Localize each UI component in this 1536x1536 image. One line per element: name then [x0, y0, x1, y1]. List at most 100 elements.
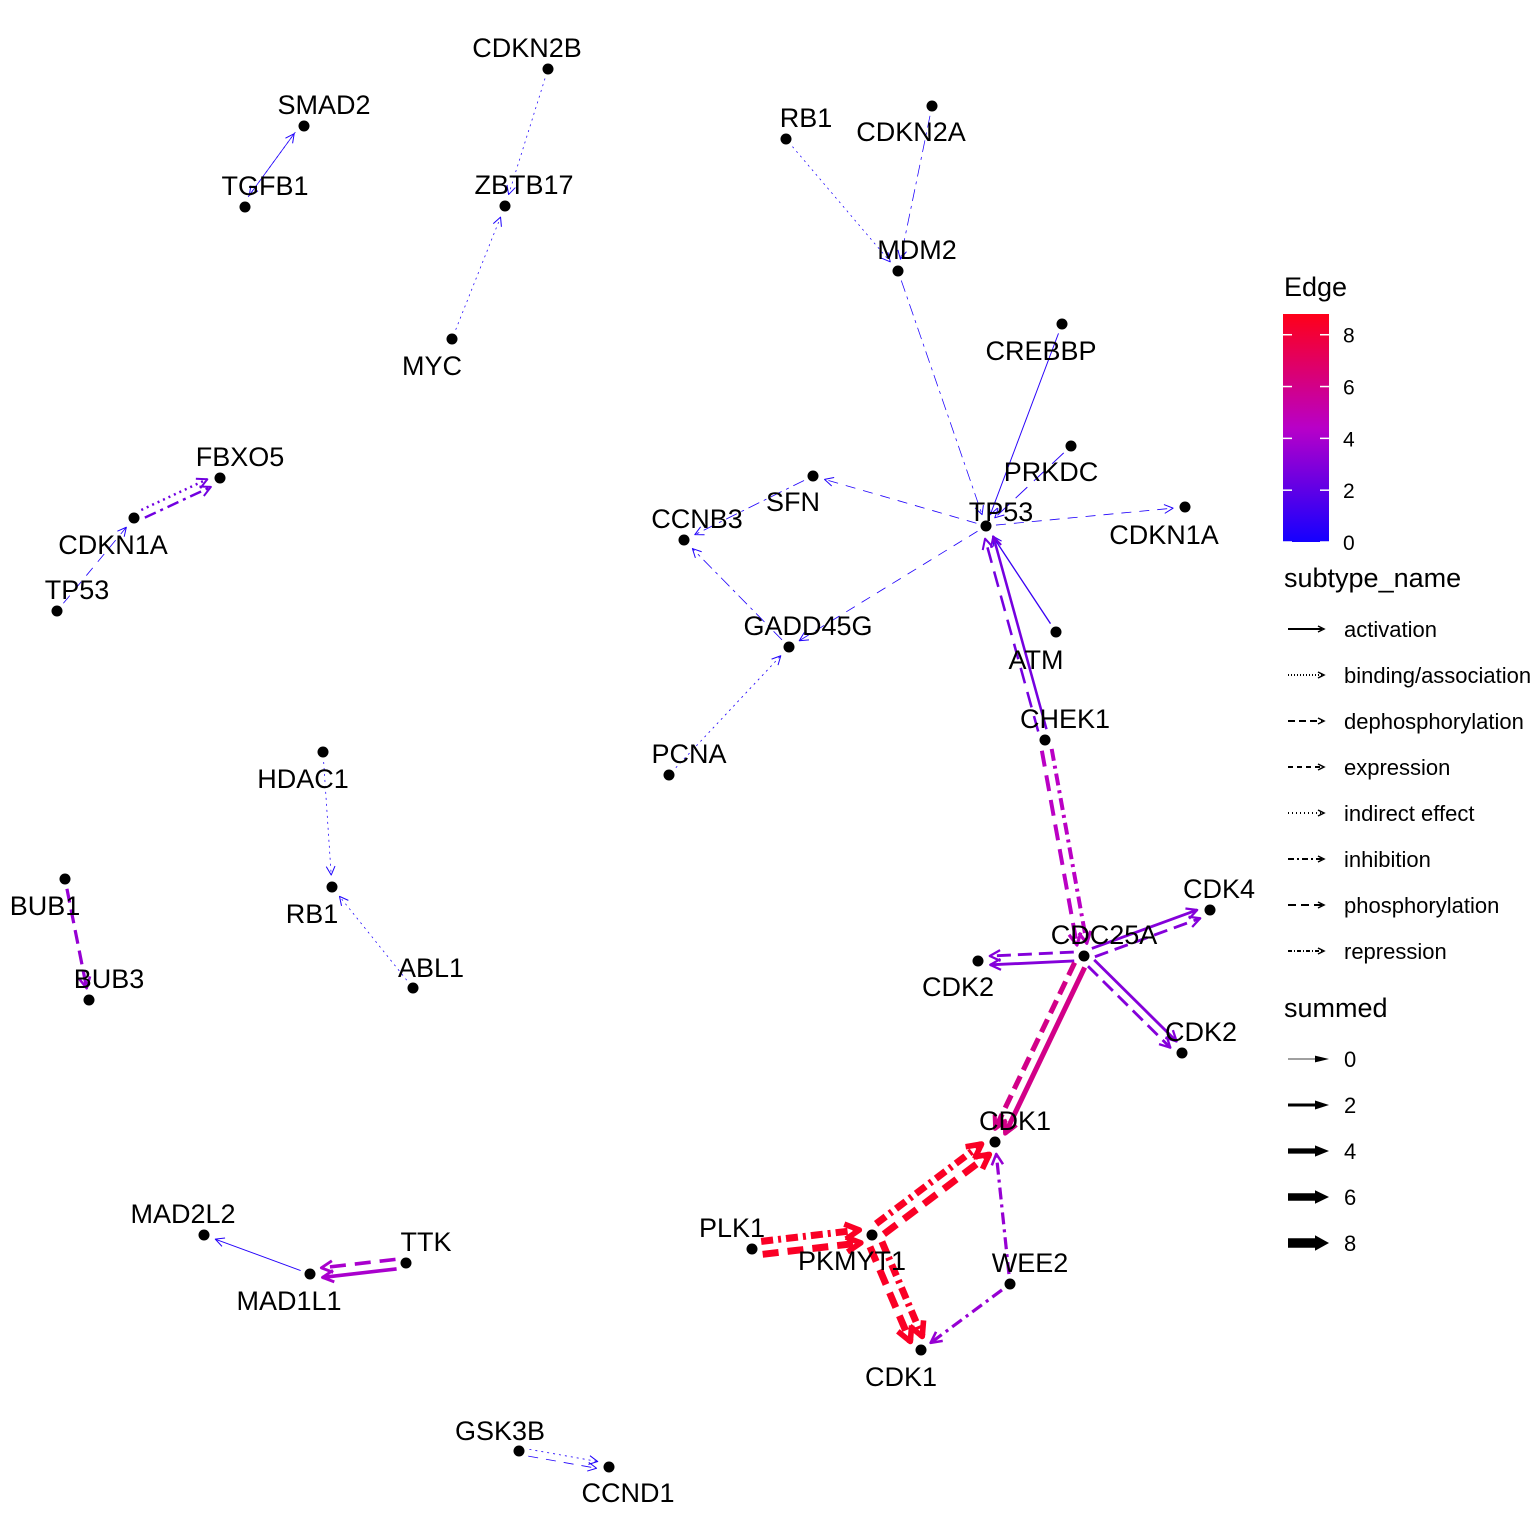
edge-arrowhead — [974, 504, 984, 516]
node-label: ZBTB17 — [474, 170, 573, 200]
node-cdkn2a[interactable]: CDKN2A — [856, 100, 966, 148]
node-prkdc[interactable]: PRKDC — [1004, 440, 1099, 488]
node-rb1_top[interactable]: RB1 — [780, 103, 833, 145]
edge-arrowhead — [771, 655, 782, 666]
node-point — [400, 1257, 412, 1269]
node-label: MAD1L1 — [236, 1286, 341, 1316]
edge-line — [792, 146, 891, 263]
node-cdk1_bottom[interactable]: CDK1 — [865, 1344, 937, 1393]
node-crebbp[interactable]: CREBBP — [985, 318, 1097, 367]
edge-line — [929, 1288, 1003, 1345]
edge-atm-to-tp53_main — [992, 535, 1052, 625]
colorbar-tick-label: 0 — [1343, 532, 1355, 555]
node-cdk1_top[interactable]: CDK1 — [979, 1106, 1051, 1148]
node-cdkn2b[interactable]: CDKN2B — [472, 33, 582, 75]
node-ttk[interactable]: TTK — [400, 1227, 452, 1269]
edge-arrowhead — [981, 537, 994, 551]
edge-line — [528, 1455, 597, 1469]
node-smad2[interactable]: SMAD2 — [277, 90, 371, 132]
node-cdc25a[interactable]: CDC25A — [1051, 920, 1158, 962]
edge-line — [140, 478, 208, 512]
edge-line — [866, 1245, 914, 1343]
colorbar-tick-label: 6 — [1343, 377, 1355, 400]
edge-plk1-to-pkmyt1 — [760, 1221, 863, 1245]
node-fbxo5[interactable]: FBXO5 — [196, 442, 285, 484]
node-label: TTK — [401, 1227, 452, 1257]
edge-chek1-to-cdc25a — [1049, 748, 1093, 945]
node-rb1_mid[interactable]: RB1 — [286, 881, 339, 930]
node-label: FBXO5 — [196, 442, 285, 472]
legend-summed-arrow — [1315, 1055, 1329, 1063]
legend-key-activation: activation — [1288, 617, 1437, 642]
edge-line — [215, 1238, 301, 1271]
edges-layer — [63, 78, 1202, 1472]
node-plk1[interactable]: PLK1 — [699, 1213, 765, 1255]
node-label: TGFB1 — [221, 171, 308, 201]
node-ccnb3[interactable]: CCNB3 — [651, 504, 743, 546]
node-label: CDC25A — [1051, 920, 1158, 950]
node-mdm2[interactable]: MDM2 — [877, 235, 957, 277]
legend-key-label: binding/association — [1344, 663, 1531, 688]
legend-key-label: indirect effect — [1344, 801, 1474, 826]
node-label: CDK2 — [1165, 1017, 1237, 1047]
edge-arrowhead — [694, 526, 705, 536]
edge-smad2-to-tgfb1 — [248, 131, 296, 196]
edge-arrowhead — [1164, 1029, 1178, 1043]
legend-summed-label: 8 — [1344, 1231, 1356, 1256]
node-point — [298, 120, 310, 132]
node-point — [783, 641, 795, 653]
edge-line — [694, 480, 805, 536]
node-label: SFN — [766, 487, 820, 517]
node-mad2l2[interactable]: MAD2L2 — [130, 1199, 236, 1241]
edge-wee2-to-cdk1_top — [990, 1152, 1011, 1275]
node-atm[interactable]: ATM — [1009, 626, 1064, 676]
edge-line — [1091, 908, 1198, 950]
node-ccnd1[interactable]: CCND1 — [581, 1461, 675, 1509]
nodes-layer: SMAD2 TGFB1 CDKN2B ZBTB17 MYC RB1 CDKN2A MDM2 CR… — [10, 33, 1255, 1508]
legend-summed-label: 2 — [1344, 1093, 1356, 1118]
edge-arrowhead — [989, 535, 1002, 548]
colorbar-tick-label: 4 — [1343, 428, 1355, 451]
edge-pkmyt1-to-cdk1_top — [881, 1151, 993, 1237]
node-hdac1[interactable]: HDAC1 — [257, 746, 349, 795]
legend-summed-arrow — [1315, 1145, 1329, 1157]
node-cdk2_a[interactable]: CDK2 — [922, 955, 994, 1003]
node-wee2[interactable]: WEE2 — [992, 1248, 1069, 1290]
node-mad1l1[interactable]: MAD1L1 — [236, 1268, 342, 1317]
legend-summed-0: 0 — [1288, 1047, 1356, 1072]
edge-arrowhead — [1158, 1036, 1172, 1049]
edge-arrowhead — [881, 252, 891, 263]
node-gsk3b[interactable]: GSK3B — [455, 1416, 545, 1457]
node-sfn[interactable]: SFN — [766, 470, 820, 518]
node-label: CDK1 — [865, 1362, 937, 1392]
node-label: MDM2 — [877, 235, 957, 265]
node-pcna[interactable]: PCNA — [651, 739, 727, 781]
colorbar-tick-label: 2 — [1343, 480, 1355, 503]
edge-gadd45g-to-ccnb3 — [691, 548, 783, 641]
node-point — [51, 605, 63, 617]
node-abl1[interactable]: ABL1 — [398, 953, 464, 994]
node-zbtb17[interactable]: ZBTB17 — [474, 170, 574, 212]
node-chek1[interactable]: CHEK1 — [1020, 704, 1110, 746]
node-point — [214, 472, 226, 484]
node-bub1[interactable]: BUB1 — [10, 873, 81, 922]
node-pkmyt1[interactable]: PKMYT1 — [798, 1229, 906, 1277]
node-cdk2_b[interactable]: CDK2 — [1165, 1017, 1237, 1059]
node-tp53_main[interactable]: TP53 — [969, 497, 1034, 532]
node-label: TP53 — [969, 497, 1034, 527]
node-gadd45g[interactable]: GADD45G — [743, 611, 873, 653]
node-point — [678, 534, 690, 546]
node-label: CHEK1 — [1020, 704, 1110, 734]
node-label: BUB1 — [10, 891, 81, 921]
legend-key-repression: repression — [1288, 939, 1447, 964]
edge-arrowhead — [994, 508, 1005, 519]
legend-key-phosphorylation: phosphorylation — [1288, 893, 1499, 918]
edge-arrowhead — [1077, 930, 1093, 945]
node-tgfb1[interactable]: TGFB1 — [221, 171, 309, 213]
node-bub3[interactable]: BUB3 — [74, 964, 145, 1006]
node-myc[interactable]: MYC — [402, 333, 462, 382]
node-tp53_left[interactable]: TP53 — [45, 575, 110, 617]
node-cdk4[interactable]: CDK4 — [1183, 874, 1255, 916]
node-cdkn1a_left[interactable]: CDKN1A — [58, 512, 168, 561]
node-cdkn1a_main[interactable]: CDKN1A — [1109, 501, 1219, 551]
